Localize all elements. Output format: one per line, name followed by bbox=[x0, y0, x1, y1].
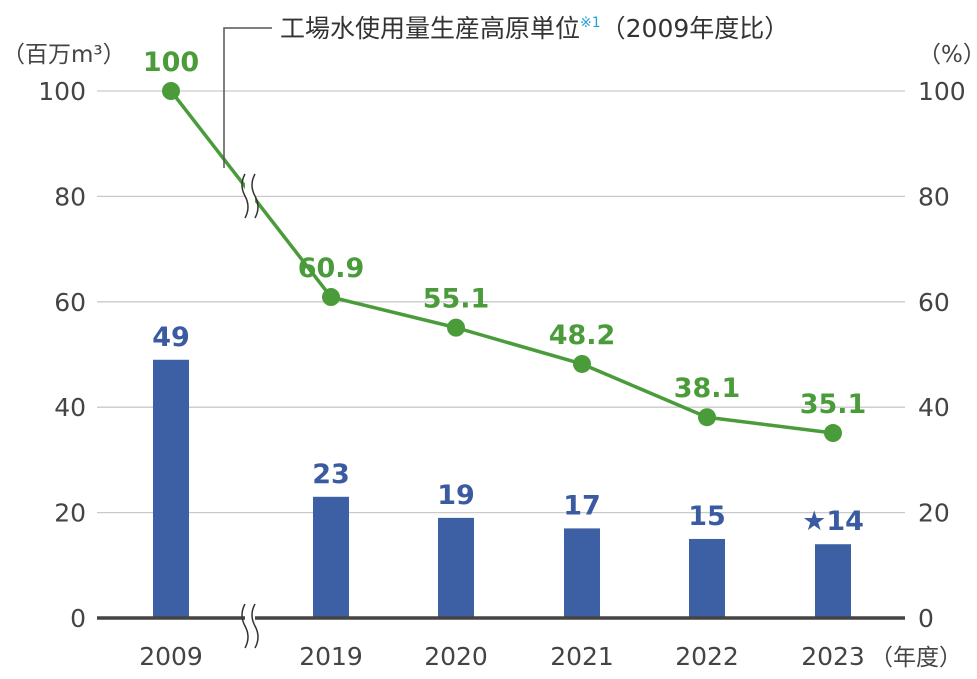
line-point-2020 bbox=[447, 318, 465, 337]
right-axis-unit: （%） bbox=[918, 42, 977, 68]
legend-title-main: 工場水使用量生産高原単位 bbox=[280, 14, 580, 43]
right-tick-label: 60 bbox=[918, 288, 950, 317]
legend: 工場水使用量生産高原単位※1（2009年度比） bbox=[223, 14, 789, 168]
axis-break-mark-stroke-1 bbox=[241, 603, 249, 649]
bar-label-2020: 19 bbox=[437, 480, 475, 511]
left-tick-label: 0 bbox=[70, 604, 86, 633]
axis-break-mark-gap bbox=[245, 604, 255, 648]
x-tick-label-2020: 2020 bbox=[424, 642, 488, 671]
x-tick-label-2023: 2023 bbox=[801, 642, 865, 671]
left-tick-label: 20 bbox=[54, 499, 86, 528]
bar-2019 bbox=[313, 496, 349, 618]
bar-2009 bbox=[153, 359, 189, 618]
bar-label-2023: ★14 bbox=[802, 506, 864, 537]
line-break-mark-stroke-1 bbox=[241, 173, 249, 219]
right-tick-label: 40 bbox=[918, 393, 950, 422]
line-value-labels: 100 60.9 55.1 48.2 38.1 35.1 bbox=[143, 47, 867, 420]
right-axis-ticks: 0 20 40 60 80 100 bbox=[918, 77, 966, 633]
line-label-2019: 60.9 bbox=[298, 253, 365, 284]
left-tick-label: 80 bbox=[54, 182, 86, 211]
line-break-mark-stroke-2 bbox=[251, 173, 259, 219]
legend-leader-line bbox=[223, 27, 272, 168]
axis-break-marks bbox=[241, 173, 259, 649]
gridlines bbox=[97, 90, 905, 514]
bar-label-2019: 23 bbox=[312, 459, 350, 490]
line-point-2021 bbox=[573, 354, 591, 373]
right-tick-label: 20 bbox=[918, 499, 950, 528]
x-axis-unit: （年度） bbox=[870, 645, 962, 671]
bar-series bbox=[153, 359, 851, 618]
line-series bbox=[162, 82, 842, 443]
line-label-2022: 38.1 bbox=[674, 373, 741, 404]
line-path bbox=[169, 89, 834, 435]
left-tick-label: 100 bbox=[38, 77, 86, 106]
x-axis-categories: 2009 2019 2020 2021 2022 2023 bbox=[139, 642, 865, 671]
right-tick-label: 0 bbox=[918, 604, 934, 633]
line-break-mark-gap bbox=[245, 174, 255, 218]
x-tick-label-2021: 2021 bbox=[550, 642, 614, 671]
legend-title: 工場水使用量生産高原単位※1（2009年度比） bbox=[280, 14, 789, 43]
x-tick-label-2019: 2019 bbox=[299, 642, 363, 671]
bar-label-2022: 15 bbox=[688, 501, 726, 532]
bar-label-2009: 49 bbox=[152, 322, 190, 353]
line-label-2021: 48.2 bbox=[549, 320, 616, 351]
bar-2020 bbox=[438, 517, 474, 618]
legend-note-mark: ※1 bbox=[580, 15, 601, 31]
line-point-2019 bbox=[322, 288, 340, 307]
left-tick-label: 40 bbox=[54, 393, 86, 422]
right-tick-label: 100 bbox=[918, 77, 966, 106]
line-label-2009: 100 bbox=[143, 47, 199, 78]
bar-2023 bbox=[815, 544, 851, 618]
legend-title-suffix: （2009年度比） bbox=[601, 14, 790, 43]
bar-value-labels: 49 23 19 17 15 ★14 bbox=[152, 322, 864, 537]
bar-2022 bbox=[689, 538, 725, 618]
left-tick-label: 60 bbox=[54, 288, 86, 317]
x-tick-label-2009: 2009 bbox=[139, 642, 203, 671]
line-point-2023 bbox=[824, 424, 842, 443]
line-point-2009 bbox=[162, 82, 180, 100]
bar-2021 bbox=[564, 528, 600, 618]
right-tick-label: 80 bbox=[918, 182, 950, 211]
line-label-2020: 55.1 bbox=[423, 284, 490, 315]
x-tick-label-2022: 2022 bbox=[675, 642, 739, 671]
axis-break-mark-stroke-2 bbox=[251, 603, 259, 649]
line-label-2023: 35.1 bbox=[800, 389, 867, 420]
left-axis-unit: （百万m³） bbox=[2, 42, 126, 68]
line-point-2022 bbox=[698, 408, 716, 427]
left-axis-ticks: 0 20 40 60 80 100 bbox=[38, 77, 86, 633]
bar-label-2021: 17 bbox=[563, 490, 601, 521]
